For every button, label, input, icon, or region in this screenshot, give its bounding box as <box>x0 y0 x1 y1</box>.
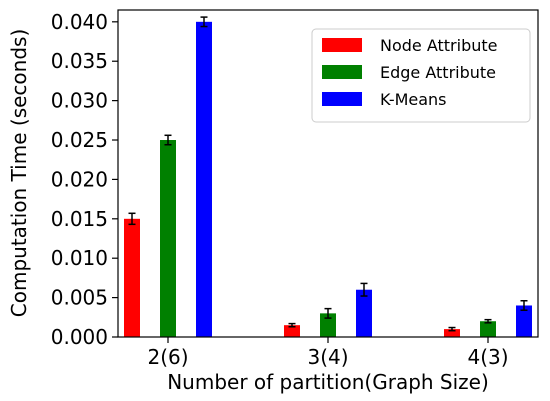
bar-0-1 <box>284 325 300 337</box>
bar-2-1 <box>356 289 372 337</box>
legend-frame <box>311 28 531 123</box>
bar-2-2 <box>516 305 532 337</box>
bar-1-2 <box>480 321 496 337</box>
y-tick-label-5: 0.025 <box>51 128 108 152</box>
bar-1-0 <box>160 140 176 337</box>
bar-0-2 <box>444 329 460 337</box>
y-tick-label-8: 0.040 <box>51 10 108 34</box>
legend-label-1: Edge Attribute <box>380 63 496 82</box>
y-tick-label-0: 0.000 <box>51 325 108 349</box>
bar-1-1 <box>320 313 336 337</box>
x-tick-label-1: 3(4) <box>307 345 348 369</box>
y-tick-label-6: 0.030 <box>51 89 108 113</box>
bar-0-0 <box>124 218 140 337</box>
y-axis-label: Computation Time (seconds) <box>7 29 31 317</box>
y-tick-label-3: 0.015 <box>51 207 108 231</box>
y-tick-label-1: 0.005 <box>51 286 108 310</box>
y-axis: 0.000 0.005 0.010 0.015 0.020 0.025 0.030 0.035… <box>51 10 118 349</box>
plot-frame <box>117 9 539 338</box>
error-bars-layer <box>128 16 528 332</box>
bars-layer <box>124 21 532 338</box>
legend: Node Attribute Edge Attribute K-Means <box>311 28 531 123</box>
legend-label-0: Node Attribute <box>380 36 498 55</box>
x-tick-label-2: 4(3) <box>467 345 508 369</box>
y-tick-label-4: 0.020 <box>51 167 108 191</box>
y-tick-label-2: 0.010 <box>51 246 108 270</box>
legend-swatch-0 <box>322 38 362 52</box>
bar-2-0 <box>196 21 212 338</box>
x-tick-label-0: 2(6) <box>147 345 188 369</box>
legend-swatch-2 <box>322 92 362 106</box>
x-axis: 2(6) 3(4) 4(3) <box>147 337 509 369</box>
y-tick-label-7: 0.035 <box>51 49 108 73</box>
legend-swatch-1 <box>322 65 362 79</box>
x-axis-label: Number of partition(Graph Size) <box>167 370 489 394</box>
legend-label-2: K-Means <box>380 90 447 109</box>
